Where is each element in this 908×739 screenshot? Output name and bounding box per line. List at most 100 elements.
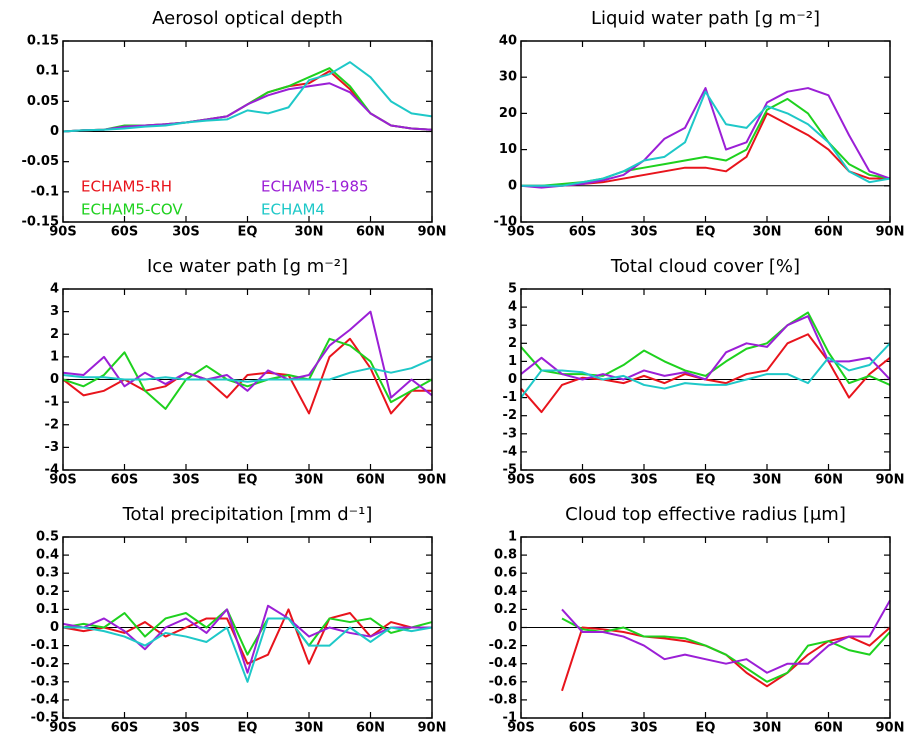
x-tick-label: 60S [569,225,596,240]
x-tick-label: 30N [753,721,782,736]
x-tick-label: 90S [49,721,76,736]
x-tick-label: 60N [356,721,385,736]
series-line [62,70,433,133]
series-line [561,626,891,692]
series-line [521,90,891,187]
x-tick-label: 30S [630,225,657,240]
series-line [520,342,891,399]
series-line [62,67,433,133]
y-tick-label: -1 [45,395,59,410]
x-tick-label: 90S [507,225,534,240]
x-tick-label: 90N [418,473,447,488]
x-tick-label: EQ [238,225,258,240]
x-tick-label: 90N [418,721,447,736]
y-tick-label: 0 [50,124,59,139]
y-tick-label: 0.1 [36,602,59,617]
x-tick-label: 60S [111,225,138,240]
x-tick-label: EQ [238,721,258,736]
y-tick-label: 1 [508,530,517,545]
y-tick-label: -0.3 [31,674,59,689]
y-tick-label: 0 [508,620,517,635]
y-tick-label: 4 [50,282,59,297]
x-tick-label: 60N [356,473,385,488]
y-tick-label: 2 [50,327,59,342]
x-tick-label: 60S [569,721,596,736]
x-tick-label: 60N [814,473,843,488]
y-tick-label: -1 [503,390,517,405]
legend-entry: ECHAM5-COV [81,201,183,219]
panel-title: Total cloud cover [%] [610,256,800,277]
panel-title: Cloud top effective radius [μm] [565,504,846,525]
x-tick-label: 30N [753,473,782,488]
y-tick-label: 0 [508,372,517,387]
y-tick-label: -0.1 [31,184,59,199]
y-tick-label: 0.4 [494,584,517,599]
y-tick-label: 5 [508,282,517,297]
y-tick-label: -0.1 [31,638,59,653]
x-tick-label: 90S [49,473,76,488]
y-tick-label: -10 [494,215,518,230]
series-line [521,97,891,187]
y-tick-label: -4 [503,444,517,459]
plot-frame [520,40,891,223]
y-tick-label: 3 [50,304,59,319]
y-tick-label: 30 [499,70,517,85]
x-tick-label: 90N [876,721,905,736]
x-tick-label: 60N [356,225,385,240]
plot-frame [62,40,433,223]
legend-entry: ECHAM5-1985 [261,178,369,196]
x-tick-label: EQ [238,473,258,488]
series-line [62,82,433,133]
y-tick-label: -0.6 [489,674,517,689]
x-tick-label: 30N [295,721,324,736]
y-tick-label: 0.4 [36,548,59,563]
y-tick-label: 0 [50,372,59,387]
y-tick-label: -1 [503,711,517,726]
y-tick-label: 0.2 [36,584,59,599]
y-tick-label: 20 [499,106,517,121]
legend-entry: ECHAM4 [261,201,325,219]
x-tick-label: 60S [569,473,596,488]
plot-frame [62,536,433,719]
y-tick-label: 0 [50,620,59,635]
y-tick-label: 3 [508,318,517,333]
x-tick-label: 90S [49,225,76,240]
x-tick-label: 60S [111,721,138,736]
x-tick-label: 90S [507,721,534,736]
x-tick-label: 60S [111,473,138,488]
y-tick-label: 2 [508,336,517,351]
y-tick-label: -4 [45,463,59,478]
x-tick-label: 60N [814,225,843,240]
series-line [520,87,891,189]
panel-title: Total precipitation [mm d⁻¹] [122,504,373,525]
y-tick-label: 0.8 [494,548,517,563]
x-tick-label: 30S [630,721,657,736]
series-line [63,617,433,683]
series-line [561,617,891,683]
x-tick-label: 90S [507,473,534,488]
legend-entry: ECHAM5-RH [81,178,172,196]
x-tick-label: 90N [418,225,447,240]
y-tick-label: -3 [45,440,59,455]
panel-title: Aerosol optical depth [152,8,343,29]
y-tick-label: -2 [45,417,59,432]
y-tick-label: -3 [503,426,517,441]
y-tick-label: 10 [499,142,517,157]
y-tick-label: -0.2 [489,638,517,653]
x-tick-label: 90N [876,225,905,240]
series-line [520,311,891,386]
x-tick-label: 30N [295,473,324,488]
y-tick-label: -0.8 [489,692,517,707]
y-tick-label: 4 [508,300,517,315]
y-tick-label: 40 [499,34,517,49]
x-tick-label: 30S [172,473,199,488]
x-tick-label: 30S [172,721,199,736]
y-tick-label: -2 [503,408,517,423]
y-tick-label: -0.05 [22,154,59,169]
series-line [62,310,433,399]
plot-frame [62,288,433,471]
x-tick-label: 60N [814,721,843,736]
series-line [62,358,433,383]
y-tick-label: 0.1 [36,64,59,79]
series-line [62,337,433,410]
